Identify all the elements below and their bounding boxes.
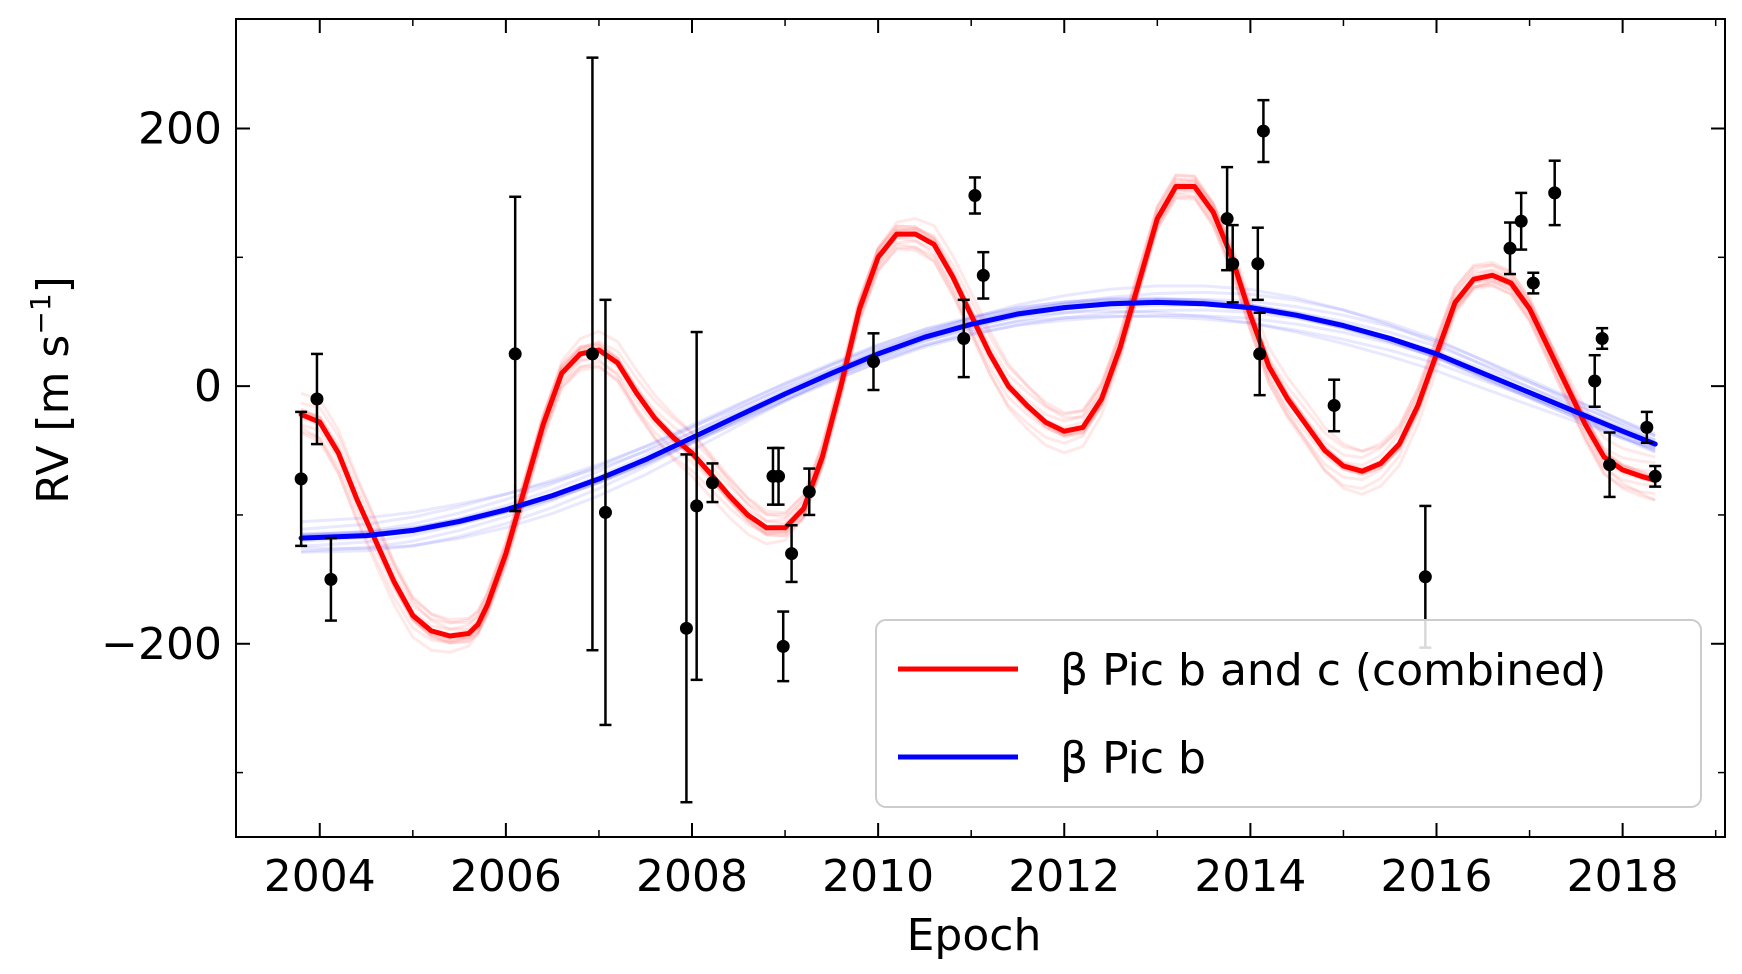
data-point bbox=[1595, 331, 1609, 345]
data-point bbox=[1251, 257, 1265, 271]
posterior-sample-b bbox=[301, 299, 1656, 539]
data-point bbox=[310, 392, 324, 406]
x-tick-label: 2012 bbox=[1008, 851, 1120, 902]
data-point bbox=[1526, 276, 1540, 290]
y-axis-label-close: ] bbox=[28, 276, 79, 293]
data-point bbox=[585, 347, 599, 361]
series-lines bbox=[298, 173, 1658, 654]
data-point bbox=[1503, 241, 1517, 255]
x-tick-label: 2014 bbox=[1194, 851, 1306, 902]
data-point bbox=[294, 472, 308, 486]
x-tick-label: 2008 bbox=[636, 851, 748, 902]
y-tick-label: −200 bbox=[101, 619, 222, 670]
y-axis-label-main: RV [m s bbox=[28, 335, 79, 504]
y-axis-label: RV [m s−1] bbox=[24, 276, 79, 504]
data-point bbox=[976, 268, 990, 282]
data-point bbox=[705, 476, 719, 490]
svg-text:RV [m s−1]: RV [m s−1] bbox=[24, 276, 79, 504]
data-point bbox=[968, 188, 982, 202]
data-point bbox=[866, 355, 880, 369]
data-point bbox=[802, 485, 816, 499]
data-point bbox=[772, 469, 786, 483]
data-point bbox=[324, 572, 338, 586]
data-point bbox=[1253, 347, 1267, 361]
x-tick-label: 2004 bbox=[264, 851, 376, 902]
y-tick-label: 200 bbox=[138, 103, 222, 154]
observation-points bbox=[294, 56, 1662, 804]
data-point bbox=[1327, 398, 1341, 412]
data-point bbox=[598, 505, 612, 519]
data-point bbox=[1548, 186, 1562, 200]
data-point bbox=[785, 547, 799, 561]
legend: β Pic b and c (combined) β Pic b bbox=[875, 619, 1702, 808]
posterior-sample-b bbox=[301, 313, 1656, 553]
x-tick-label: 2006 bbox=[450, 851, 562, 902]
posterior-sample-b bbox=[301, 314, 1656, 554]
x-axis-label: Epoch bbox=[907, 910, 1042, 961]
legend-label-combined: β Pic b and c (combined) bbox=[1060, 645, 1606, 696]
x-tick-labels: 2004 2006 2008 2010 2012 2014 2016 2018 bbox=[264, 851, 1679, 902]
data-point bbox=[1256, 124, 1270, 138]
plot-frame bbox=[235, 18, 1726, 838]
y-tick-labels: −200 0 200 bbox=[101, 103, 222, 669]
data-point bbox=[776, 639, 790, 653]
data-point bbox=[1226, 257, 1240, 271]
data-point bbox=[957, 331, 971, 345]
y-axis-label-exp: −1 bbox=[24, 293, 57, 334]
data-point bbox=[679, 621, 693, 635]
posterior-sample-b bbox=[301, 284, 1656, 524]
tick-marks bbox=[236, 19, 1725, 837]
data-point bbox=[1603, 458, 1617, 472]
series-line-b bbox=[298, 299, 1658, 541]
data-point bbox=[1588, 374, 1602, 388]
legend-label-b: β Pic b bbox=[1060, 733, 1206, 784]
data-point bbox=[508, 347, 522, 361]
x-tick-label: 2010 bbox=[822, 851, 934, 902]
data-point bbox=[1648, 469, 1662, 483]
y-tick-label: 0 bbox=[194, 361, 222, 412]
data-point bbox=[1220, 212, 1234, 226]
data-point bbox=[1640, 420, 1654, 434]
x-tick-label: 2018 bbox=[1567, 851, 1679, 902]
data-point bbox=[1418, 570, 1432, 584]
data-point bbox=[690, 499, 704, 513]
x-tick-label: 2016 bbox=[1381, 851, 1493, 902]
series-line-combined bbox=[298, 184, 1658, 639]
posterior-sample-b bbox=[301, 301, 1656, 541]
legend-box bbox=[875, 619, 1702, 808]
data-point bbox=[1514, 214, 1528, 228]
